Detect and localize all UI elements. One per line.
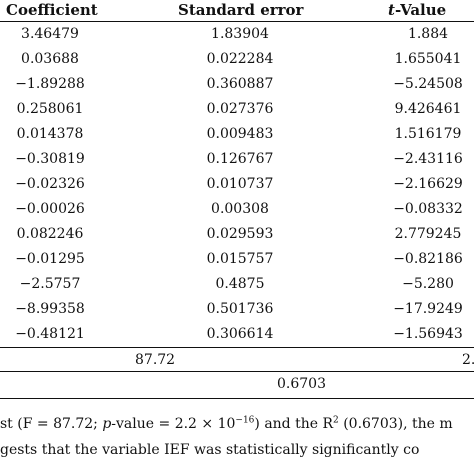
table-row: −2.5757 0.4875 −5.280 [0,272,474,297]
table-row: 3.46479 1.83904 1.884 [0,22,474,47]
cell-t-value: 9.426461 [394,101,462,117]
cell-t-value: −1.56943 [393,326,463,342]
header-standard-error: Standard error [178,1,304,19]
f-statistic-truncated: 2. [462,352,474,368]
cell-standard-error: 0.022284 [206,51,274,67]
table-row: −1.89288 0.360887 −5.24508 [0,72,474,97]
cell-standard-error: 0.126767 [206,151,274,167]
cell-standard-error: 0.4875 [215,276,265,292]
f-statistic-value: 87.72 [135,352,176,368]
table-rule-after-coefficients [0,347,474,348]
cell-t-value: 1.884 [407,26,449,42]
note-part-a: st (F = 87.72; [0,416,103,432]
cell-coefficient: −0.30819 [15,151,85,167]
cell-coefficient: −8.99358 [15,301,85,317]
cell-t-value: −5.280 [402,276,454,292]
table-row: −0.48121 0.306614 −1.56943 [0,322,474,347]
cell-coefficient: 3.46479 [21,26,79,42]
table-row: 0.03688 0.022284 1.655041 [0,47,474,72]
header-t-suffix: -Value [394,1,447,19]
r-squared-value: 0.6703 [277,376,326,392]
cell-t-value: −17.9249 [393,301,463,317]
header-coefficient: Coefficient [6,1,98,19]
table-row: −0.02326 0.010737 −2.16629 [0,172,474,197]
table-body: 3.46479 1.83904 1.884 0.03688 0.022284 1.6550… [0,22,474,347]
cell-coefficient: 0.03688 [21,51,79,67]
cell-standard-error: 0.501736 [206,301,274,317]
note-r-squared-superscript: 2 [333,415,339,426]
note-part-c: ) and the R [254,416,334,432]
header-t-prefix: t [388,1,395,19]
cell-coefficient: −0.01295 [15,251,85,267]
cell-t-value: 1.655041 [394,51,462,67]
table-rule-bottom [0,398,474,399]
note-part-d: (0.6703), the m [338,416,453,432]
table-note-line-1: st (F = 87.72; p-value = 2.2 × 10−16) an… [0,413,453,435]
cell-coefficient: −0.00026 [15,201,85,217]
cell-standard-error: 0.010737 [206,176,274,192]
table-row: −0.30819 0.126767 −2.43116 [0,147,474,172]
table-row: 0.082246 0.029593 2.779245 [0,222,474,247]
table-row: −0.00026 0.00308 −0.08332 [0,197,474,222]
cell-coefficient: −0.48121 [15,326,85,342]
cell-standard-error: 0.015757 [206,251,274,267]
table-row: 0.258061 0.027376 9.426461 [0,97,474,122]
cell-t-value: −2.16629 [393,176,463,192]
cell-coefficient: −0.02326 [15,176,85,192]
cell-t-value: −5.24508 [393,76,463,92]
cell-standard-error: 1.83904 [211,26,269,42]
cell-standard-error: 0.360887 [206,76,274,92]
cell-standard-error: 0.306614 [206,326,274,342]
table-row: −0.01295 0.015757 −0.82186 [0,247,474,272]
cell-coefficient: −1.89288 [15,76,85,92]
table-row: 0.014378 0.009483 1.516179 [0,122,474,147]
note-part-b: -value = 2.2 × 10 [111,416,236,432]
table-row: −8.99358 0.501736 −17.9249 [0,297,474,322]
note-p: p [102,416,112,432]
cell-t-value: 2.779245 [394,226,462,242]
cell-t-value: −2.43116 [393,151,463,167]
header-t-value: t-Value [388,0,446,20]
table-note-line-2: gests that the variable IEF was statisti… [0,442,420,458]
cell-standard-error: 0.027376 [206,101,274,117]
cell-standard-error: 0.029593 [206,226,274,242]
table-rule-top [0,21,474,22]
table-rule-after-f [0,371,474,372]
cell-t-value: −0.82186 [393,251,463,267]
cell-t-value: 1.516179 [394,126,462,142]
cell-coefficient: 0.258061 [16,101,84,117]
cell-standard-error: 0.009483 [206,126,274,142]
cell-standard-error: 0.00308 [211,201,269,217]
cell-coefficient: −2.5757 [19,276,81,292]
cell-t-value: −0.08332 [393,201,463,217]
cell-coefficient: 0.082246 [16,226,84,242]
cell-coefficient: 0.014378 [16,126,84,142]
note-exponent: −16 [235,415,255,426]
